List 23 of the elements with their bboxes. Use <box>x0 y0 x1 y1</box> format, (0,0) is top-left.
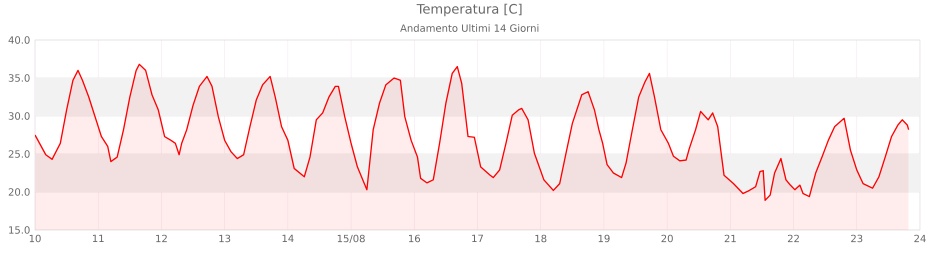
y-tick-label: 25.0 <box>8 150 30 158</box>
x-tick-label: 13 <box>219 234 230 242</box>
y-tick-label: 20.0 <box>8 188 30 196</box>
x-tick-label: 12 <box>156 234 167 242</box>
x-tick-label: 23 <box>851 234 862 242</box>
chart-title: Temperatura [C] <box>416 4 522 16</box>
y-tick-label: 15.0 <box>9 226 30 234</box>
x-tick-label: 18 <box>535 234 546 242</box>
x-tick-label: 21 <box>724 234 736 242</box>
y-tick-label: 35.0 <box>8 74 30 82</box>
x-tick-label: 15/08 <box>338 234 365 244</box>
x-tick-label: 10 <box>30 234 41 242</box>
x-tick-label: 24 <box>914 234 926 242</box>
x-tick-label: 22 <box>788 234 799 242</box>
x-tick-label: 16 <box>409 234 420 242</box>
x-tick-label: 17 <box>472 234 483 242</box>
x-tick-label: 20 <box>662 234 673 242</box>
x-tick-label: 11 <box>92 234 104 242</box>
x-tick-label: 19 <box>598 234 610 242</box>
chart-subtitle: Andamento Ultimi 14 Giorni <box>400 24 538 32</box>
y-tick-label: 40.0 <box>8 36 30 44</box>
y-tick-label: 30.0 <box>8 112 30 120</box>
x-tick-label: 14 <box>282 234 294 242</box>
